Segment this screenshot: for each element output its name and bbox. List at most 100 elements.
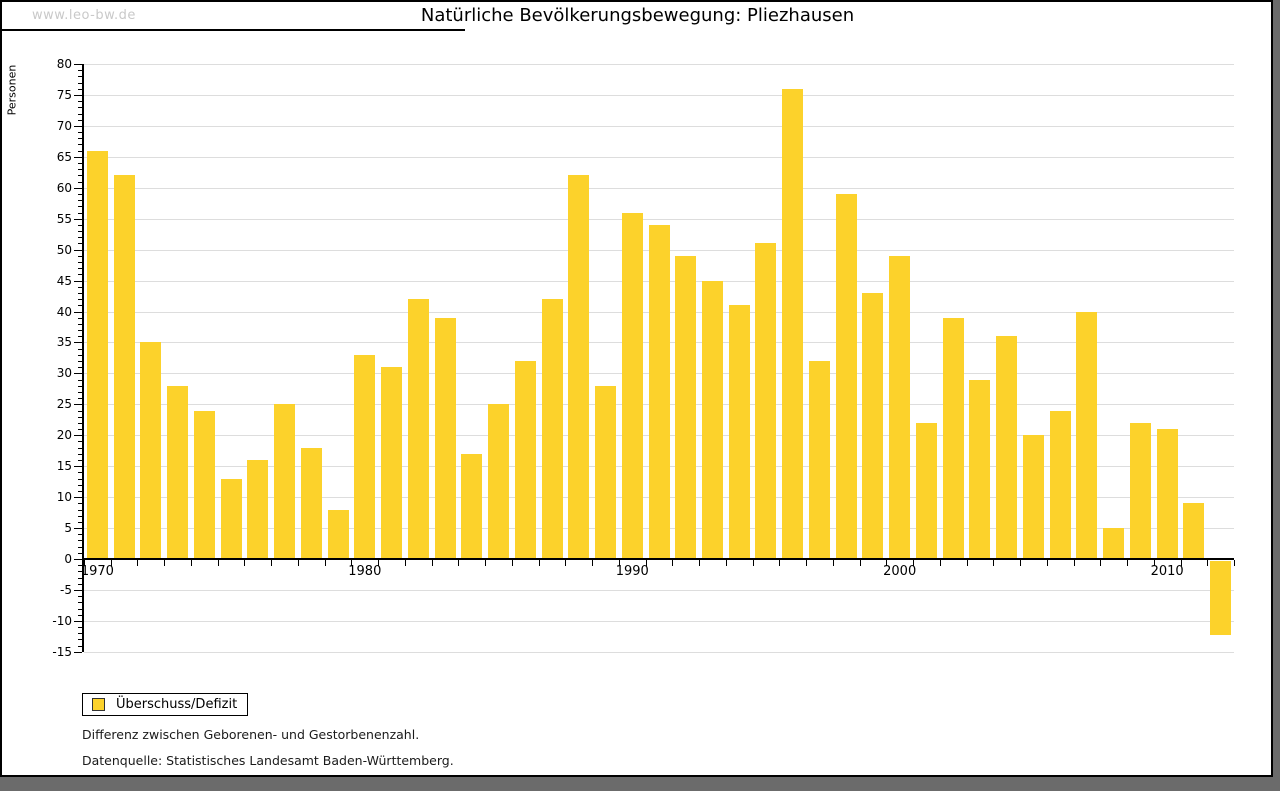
y-axis-tick <box>74 435 82 437</box>
y-axis-tick-label: 80 <box>56 57 72 71</box>
y-axis-tick <box>78 169 82 171</box>
y-axis-tick <box>78 379 82 381</box>
x-axis-line <box>82 558 1234 560</box>
y-axis-tick <box>78 484 82 486</box>
page-title: Natürliche Bevölkerungsbewegung: Pliezha… <box>420 5 855 26</box>
y-axis-tick <box>74 342 82 344</box>
y-axis-tick <box>78 447 82 449</box>
x-axis-tick <box>1153 560 1155 566</box>
y-axis-tick <box>78 274 82 276</box>
y-axis-tick <box>78 262 82 263</box>
y-axis-tick-label: 25 <box>56 397 72 412</box>
bar-2004 <box>996 336 1018 559</box>
y-axis-tick <box>78 540 82 542</box>
y-axis-tick <box>78 565 82 567</box>
bar-1992 <box>675 255 697 559</box>
y-axis-tick <box>78 330 82 332</box>
y-axis-tick <box>78 237 82 239</box>
x-axis-tick <box>672 560 674 566</box>
gridline <box>84 156 1234 158</box>
x-axis-tick <box>404 560 406 566</box>
bar-1976 <box>247 460 269 559</box>
x-axis-tick <box>886 560 888 566</box>
y-axis-tick-label: 0 <box>64 552 72 566</box>
y-axis-tick <box>78 336 82 338</box>
y-axis-tick <box>78 422 82 424</box>
y-axis-tick <box>78 614 82 616</box>
y-axis-tick-label: 5 <box>64 521 72 536</box>
y-axis-tick-label: 10 <box>56 490 72 505</box>
bar-2000 <box>889 255 911 559</box>
y-axis-tick <box>78 113 82 115</box>
gridline <box>84 187 1234 189</box>
bar-1971 <box>113 175 135 559</box>
bar-1978 <box>300 447 322 559</box>
x-axis-label-2000: 2000 <box>883 564 917 579</box>
y-axis-tick <box>78 88 82 90</box>
x-axis-tick <box>244 560 246 566</box>
bar-1977 <box>274 404 296 559</box>
x-axis-tick <box>806 560 808 566</box>
bar-1990 <box>621 212 643 559</box>
x-axis-tick <box>271 560 273 566</box>
x-axis-tick <box>485 560 487 566</box>
y-axis-tick <box>78 602 82 604</box>
legend-swatch-icon <box>92 698 105 711</box>
y-axis-tick <box>78 101 82 103</box>
y-axis-tick <box>78 181 82 183</box>
legend-label: Überschuss/Defizit <box>116 697 238 712</box>
y-axis-tick-label: 20 <box>56 428 72 443</box>
bar-2001 <box>915 422 937 559</box>
x-axis-tick <box>110 560 112 566</box>
bar-2007 <box>1076 311 1098 559</box>
bar-1991 <box>648 224 670 559</box>
x-axis-tick <box>832 560 834 566</box>
window-shadow-right <box>1273 0 1280 791</box>
bar-1981 <box>381 367 403 559</box>
y-axis-tick <box>78 361 82 362</box>
y-axis-tick <box>78 391 82 393</box>
y-axis-tick <box>78 367 82 369</box>
gridline <box>84 589 1234 591</box>
x-axis-label-1990: 1990 <box>615 564 649 579</box>
header-separator <box>2 29 465 31</box>
y-axis-tick-label: -10 <box>52 613 72 628</box>
y-axis-tick <box>78 150 82 152</box>
y-axis-tick-label: 30 <box>56 366 72 381</box>
y-axis-tick <box>78 608 82 610</box>
footnote-description: Differenz zwischen Geborenen- und Gestor… <box>82 727 420 742</box>
bar-1997 <box>808 361 830 559</box>
x-axis-tick <box>217 560 219 566</box>
y-axis-tick <box>78 354 82 356</box>
x-axis-tick <box>351 560 353 566</box>
y-axis-tick <box>78 323 82 325</box>
bar-1994 <box>728 305 750 559</box>
bar-1975 <box>220 478 242 559</box>
y-axis-tick <box>74 311 82 313</box>
x-axis-label-1980: 1980 <box>348 564 382 579</box>
y-axis-tick-label: 70 <box>56 118 72 133</box>
x-axis-tick <box>324 560 326 566</box>
x-axis-tick <box>939 560 941 566</box>
y-axis-tick <box>78 478 82 480</box>
y-axis-tick <box>74 218 82 220</box>
bar-2009 <box>1129 422 1151 559</box>
x-axis-tick <box>84 560 85 566</box>
y-axis-title: Personen <box>5 64 19 116</box>
y-axis-tick <box>78 453 82 455</box>
y-axis-tick <box>78 490 82 492</box>
y-axis-tick <box>78 231 82 233</box>
y-axis-tick <box>78 571 82 573</box>
x-axis-tick <box>1100 560 1102 566</box>
y-axis-tick <box>78 503 82 505</box>
bar-1974 <box>193 410 215 559</box>
y-axis-tick-label: 35 <box>56 335 72 350</box>
y-axis-tick <box>78 268 82 270</box>
y-axis-tick <box>74 466 82 468</box>
y-axis-tick <box>78 348 82 350</box>
y-axis-tick <box>78 119 82 121</box>
bar-1985 <box>488 404 510 559</box>
y-axis-tick <box>74 280 82 282</box>
bar-1982 <box>407 299 429 559</box>
y-axis-tick <box>78 317 82 319</box>
